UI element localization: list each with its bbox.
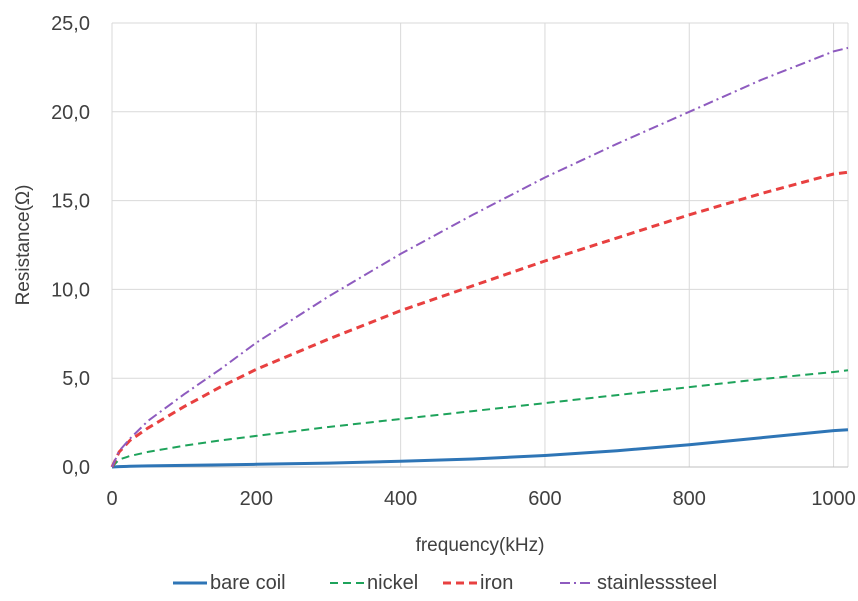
legend-label: bare coil	[210, 572, 286, 594]
series-line-stainlesssteel	[111, 46, 849, 468]
x-tick-label: 400	[384, 488, 417, 510]
x-tick-label: 600	[528, 488, 561, 510]
legend-label: nickel	[367, 572, 418, 594]
x-tick-label: 0	[106, 488, 117, 510]
series-line-bare-coil	[111, 428, 849, 469]
y-tick-label: 0,0	[62, 457, 90, 479]
x-tick-label: 1000	[811, 488, 856, 510]
x-tick-labels: 0 200 400 600 800 1000	[106, 488, 855, 510]
series-line-nickel	[111, 369, 849, 468]
legend-label: iron	[480, 572, 513, 594]
y-tick-label: 10,0	[51, 279, 90, 301]
y-tick-label: 20,0	[51, 102, 90, 124]
y-tick-label: 25,0	[51, 13, 90, 35]
series-line-iron	[110, 170, 849, 468]
x-axis-title: frequency(kHz)	[416, 535, 545, 556]
y-tick-labels: 0,0 5,0 10,0 15,0 20,0 25,0	[51, 13, 90, 479]
series-lines	[110, 46, 849, 469]
legend: bare coil nickel iron stainlesssteel	[173, 572, 717, 594]
y-axis-title: Resistance(Ω)	[13, 185, 34, 306]
x-tick-label: 200	[240, 488, 273, 510]
legend-label: stainlesssteel	[597, 572, 717, 594]
y-tick-label: 5,0	[62, 368, 90, 390]
gridlines	[111, 22, 849, 468]
x-tick-label: 800	[673, 488, 706, 510]
y-tick-label: 15,0	[51, 191, 90, 213]
